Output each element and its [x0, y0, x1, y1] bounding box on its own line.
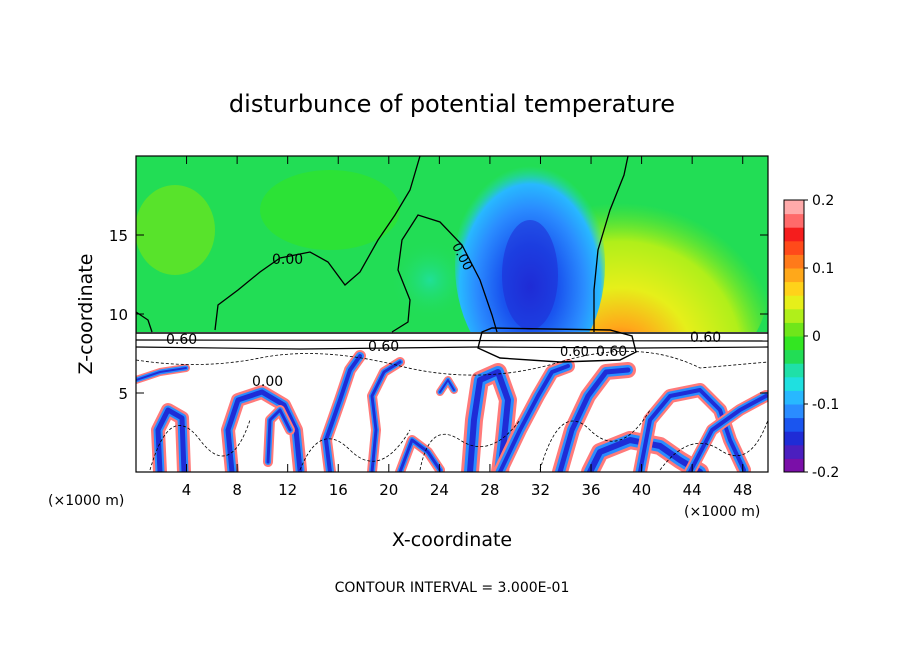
eddy-band — [439, 379, 455, 393]
colorbar-swatch — [784, 349, 804, 364]
x-tick-label: 48 — [733, 481, 752, 499]
colorbar-swatch — [784, 376, 804, 391]
x-tick-label: 32 — [531, 481, 550, 499]
eddy-band — [136, 367, 187, 381]
eddy-band — [557, 367, 631, 472]
contour-line — [149, 419, 251, 471]
contour-line — [659, 419, 768, 471]
colorbar-swatch — [784, 417, 804, 432]
eddy-band — [467, 369, 511, 472]
y-axis-ticks: 5 10 15 — [109, 227, 768, 403]
x-unit-right: (×1000 m) — [684, 504, 760, 520]
contour-label: 0.60 — [368, 339, 399, 355]
x-tick-label: 16 — [329, 481, 348, 499]
colorbar-swatch — [784, 404, 804, 419]
x-axis-label: X-coordinate — [392, 529, 512, 551]
contour-label: 0.00 — [272, 252, 303, 268]
x-tick-label: 44 — [683, 481, 702, 499]
contour-label: 0.60 — [166, 332, 197, 348]
colorbar-swatch — [784, 458, 804, 473]
eddy-band — [398, 438, 442, 472]
contour-line — [136, 350, 768, 376]
colorbar-swatch — [784, 281, 804, 296]
eddy-band — [155, 407, 187, 472]
colorbar-swatch — [784, 336, 804, 351]
turbulent-region — [136, 350, 768, 472]
y-tick-label: 15 — [109, 227, 128, 245]
contour-label: 0.60 — [690, 330, 721, 346]
colorbar-swatch — [784, 431, 804, 446]
colorbar-swatch — [784, 390, 804, 405]
x-unit-left: (×1000 m) — [48, 493, 124, 509]
eddy-band — [225, 389, 303, 472]
contour-line — [539, 409, 651, 471]
colorbar-tick-label: -0.2 — [812, 465, 839, 481]
y-tick-label: 10 — [109, 306, 128, 324]
x-tick-label: 36 — [581, 481, 600, 499]
colorbar-swatch — [784, 322, 804, 337]
x-tick-label: 20 — [379, 481, 398, 499]
colorbar: 0.2 0.1 0 -0.1 -0.2 — [783, 193, 839, 481]
x-tick-label: 28 — [480, 481, 499, 499]
colorbar-swatch — [784, 200, 804, 215]
eddy-band — [688, 394, 768, 472]
x-tick-label: 40 — [632, 481, 651, 499]
eddy-band — [324, 354, 362, 472]
contour-line — [299, 429, 411, 471]
colorbar-swatch — [784, 363, 804, 378]
x-axis-ticks: 4 8 12 16 20 24 28 32 36 40 44 48 — [182, 156, 752, 499]
colorbar-tick-label: -0.1 — [812, 397, 839, 413]
x-tick-label: 24 — [430, 481, 449, 499]
colorbar-swatch — [784, 240, 804, 255]
x-tick-label: 12 — [278, 481, 297, 499]
contour-interval-note: CONTOUR INTERVAL = 3.000E-01 — [335, 580, 570, 596]
eddy-band — [638, 388, 746, 472]
y-tick-label: 5 — [118, 385, 128, 403]
chart-title: disturbunce of potential temperature — [229, 90, 675, 118]
eddy-band — [370, 360, 402, 472]
colorbar-swatch — [784, 254, 804, 269]
colorbar-tick-label: 0.1 — [812, 261, 834, 277]
colorbar-swatch — [784, 227, 804, 242]
x-tick-label: 4 — [182, 481, 192, 499]
colorbar-tick-label: 0 — [812, 329, 821, 345]
eddy-band — [498, 364, 570, 472]
colorbar-swatch — [784, 268, 804, 283]
contour-label: 0.60 — [596, 344, 627, 360]
plot-field — [136, 156, 768, 472]
contour-label: 0.00 — [252, 374, 283, 390]
colorbar-swatch — [784, 213, 804, 228]
colorbar-swatch — [784, 308, 804, 323]
y-axis-label: Z-coordinate — [75, 254, 97, 375]
colorbar-tick-label: 0.2 — [812, 193, 834, 209]
x-tick-label: 8 — [232, 481, 242, 499]
contour-label: 0.60 — [560, 345, 589, 360]
colorbar-swatch — [784, 295, 804, 310]
eddy-band — [266, 408, 292, 464]
contour-lines — [136, 156, 768, 363]
colorbar-swatch — [784, 444, 804, 459]
